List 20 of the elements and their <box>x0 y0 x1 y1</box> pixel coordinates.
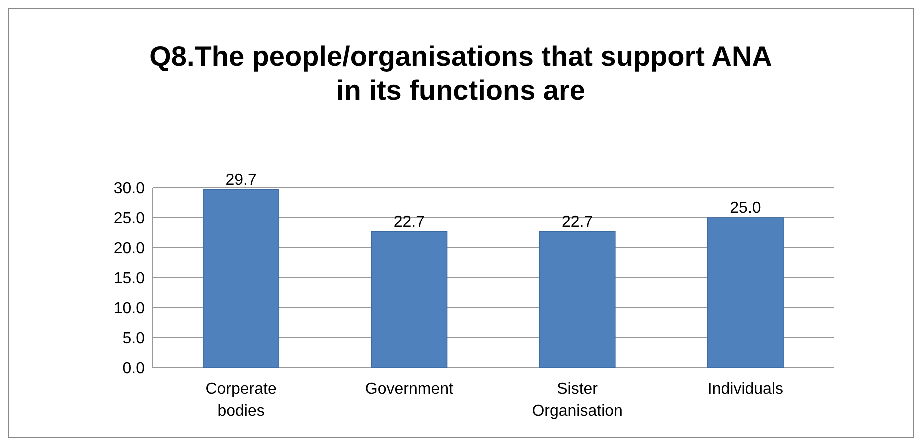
y-tick-label: 5.0 <box>122 330 146 348</box>
data-label: 22.7 <box>562 214 594 231</box>
chart-title: Q8.The people/organisations that support ANA in its functions are <box>150 41 772 106</box>
data-label: 29.7 <box>226 172 257 189</box>
x-tick-label: Sister Organisation <box>532 381 623 420</box>
x-tick-label: Government <box>365 381 454 398</box>
data-label: 22.7 <box>394 214 426 231</box>
x-tick-label: Corperate bodies <box>206 381 277 420</box>
y-tick-label: 0.0 <box>122 360 146 378</box>
y-tick-label: 25.0 <box>114 210 146 228</box>
y-tick-label: 15.0 <box>114 270 146 288</box>
y-tick-label: 10.0 <box>114 300 146 318</box>
x-tick-label: Individuals <box>708 381 784 398</box>
bar <box>371 231 448 368</box>
y-tick-label: 20.0 <box>114 240 146 258</box>
data-label: 25.0 <box>730 200 762 217</box>
bar <box>203 189 280 368</box>
bar <box>539 231 616 368</box>
y-tick-label: 30.0 <box>114 180 146 198</box>
bar <box>707 218 784 368</box>
